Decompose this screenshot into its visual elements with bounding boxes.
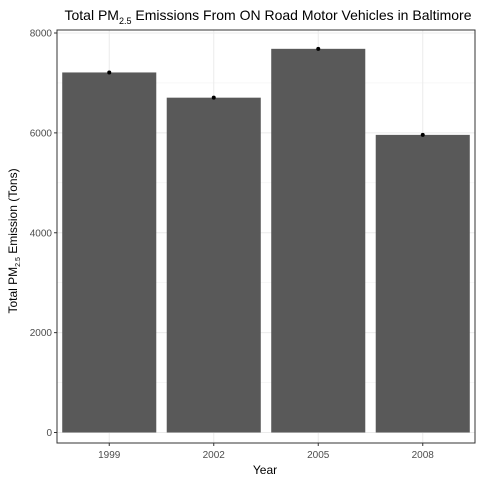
chart-title-subscript: 2.5 — [119, 16, 132, 26]
point-1999 — [107, 70, 112, 75]
bar-1999 — [62, 72, 157, 433]
y-axis: 0 2000 4000 6000 8000 — [30, 28, 57, 439]
point-2005 — [316, 46, 321, 51]
bar-2002 — [166, 97, 261, 433]
panel-border — [56, 29, 476, 444]
point-2002 — [211, 95, 216, 100]
chart-title-suffix: Emissions From ON Road Motor Vehicles in… — [131, 7, 471, 23]
y-tick-label: 2000 — [30, 328, 53, 339]
y-axis-title: Total PM2.5 Emission (Tons) — [6, 168, 22, 313]
y-tick-label: 8000 — [30, 28, 53, 39]
x-tick-label: 1999 — [98, 450, 121, 461]
y-axis-title-prefix: Total PM — [6, 267, 20, 314]
y-tick-label: 0 — [46, 428, 52, 439]
point-layer — [107, 46, 425, 137]
x-tick-label: 2002 — [203, 450, 226, 461]
x-tick-label: 2005 — [307, 450, 330, 461]
y-axis-title-suffix: Emission (Tons) — [6, 168, 20, 257]
bar-2008 — [375, 134, 470, 433]
y-tick-label: 4000 — [30, 228, 53, 239]
x-axis: 1999 2002 2005 2008 — [98, 443, 434, 461]
bar-layer — [62, 48, 470, 433]
point-2008 — [420, 132, 425, 137]
y-tick-label: 6000 — [30, 128, 53, 139]
chart-title-prefix: Total PM — [65, 7, 119, 23]
x-tick-label: 2008 — [412, 450, 435, 461]
y-axis-title-subscript: 2.5 — [15, 257, 22, 267]
bar-2005 — [271, 48, 366, 433]
chart-title: Total PM2.5 Emissions From ON Road Motor… — [65, 7, 472, 26]
x-axis-title: Year — [253, 463, 277, 477]
